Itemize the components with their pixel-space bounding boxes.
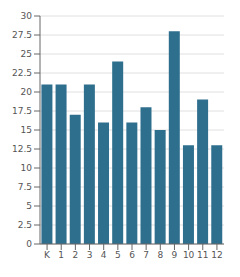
svg-text:10: 10 [21,163,33,173]
svg-text:2.5: 2.5 [18,220,32,230]
svg-text:17.5: 17.5 [12,106,32,116]
svg-text:10: 10 [183,250,195,260]
svg-text:27.5: 27.5 [12,30,32,40]
svg-text:22.5: 22.5 [12,68,32,78]
svg-text:1: 1 [58,250,64,260]
svg-text:3: 3 [87,250,93,260]
svg-text:12: 12 [211,250,222,260]
svg-text:K: K [44,250,51,260]
svg-text:7: 7 [143,250,149,260]
svg-text:5: 5 [115,250,121,260]
svg-text:9: 9 [172,250,178,260]
svg-text:30: 30 [21,11,33,21]
svg-text:11: 11 [197,250,208,260]
svg-text:5: 5 [26,201,32,211]
svg-text:15: 15 [21,125,32,135]
svg-text:7.5: 7.5 [18,182,32,192]
svg-text:6: 6 [129,250,135,260]
svg-text:20: 20 [21,87,33,97]
svg-text:12.5: 12.5 [12,144,32,154]
svg-text:2: 2 [73,250,79,260]
svg-text:25: 25 [21,49,32,59]
svg-text:0: 0 [26,239,32,249]
svg-text:8: 8 [157,250,163,260]
svg-text:4: 4 [101,250,107,260]
